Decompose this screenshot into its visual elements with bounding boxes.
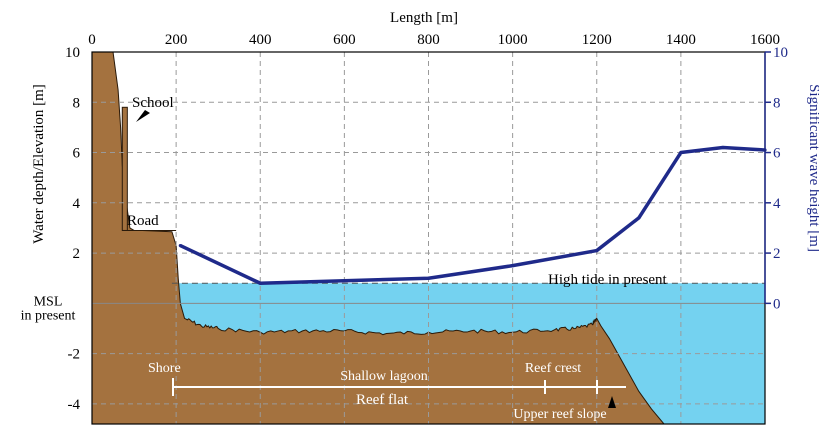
y-right-tick-label: 2 xyxy=(773,246,781,262)
y-left-tick-label: -4 xyxy=(68,397,81,413)
y-axis-left-title: Water depth/Elevation [m] xyxy=(31,84,47,244)
x-tick-label: 1600 xyxy=(750,32,780,48)
y-left-tick-label: 8 xyxy=(73,95,81,111)
msl-label-line1: MSL xyxy=(34,294,63,309)
y-axis-right-title: Significant wave height [m] xyxy=(806,84,819,252)
axis-layer: 0 200 400 600 800 1000 1200 1400 1600108642-2-4M… xyxy=(21,32,788,425)
y-right-tick-label: 8 xyxy=(773,95,781,111)
x-tick-label: 1400 xyxy=(666,32,696,48)
x-tick-label: 800 xyxy=(417,32,440,48)
school-building xyxy=(121,106,128,231)
y-right-tick-label: 0 xyxy=(773,296,781,312)
y-left-tick-label: 6 xyxy=(73,146,81,162)
msl-label-line2: in present xyxy=(21,308,76,323)
x-tick-label: 600 xyxy=(333,32,356,48)
y-right-tick-label: 6 xyxy=(773,146,781,162)
x-tick-label: 0 xyxy=(88,32,96,48)
wave-height-point xyxy=(679,150,683,155)
x-tick-label: 1200 xyxy=(582,32,612,48)
road-label: Road xyxy=(127,213,159,229)
y-right-tick-label: 10 xyxy=(773,45,788,61)
reef-crest-label: Reef crest xyxy=(525,361,581,376)
reef-flat-label: Reef flat xyxy=(356,392,409,408)
wave-height-point xyxy=(595,248,599,253)
wave-height-point xyxy=(721,145,725,150)
upper-reef-slope-label: Upper reef slope xyxy=(513,407,606,422)
wave-height-line xyxy=(179,145,766,285)
upper-reef-slope-marker xyxy=(608,396,616,408)
x-tick-label: 400 xyxy=(249,32,272,48)
y-left-tick-label: 4 xyxy=(73,196,81,212)
wave-height-point xyxy=(511,264,515,268)
series-layer xyxy=(178,145,767,285)
x-tick-label: 200 xyxy=(165,32,188,48)
x-tick-label: 1000 xyxy=(498,32,528,48)
x-axis-title: Length [m] xyxy=(390,10,458,26)
school-pointer xyxy=(136,110,150,122)
shallow-lagoon-label: Shallow lagoon xyxy=(340,369,428,384)
wave-height-point xyxy=(426,276,431,280)
wave-height-point xyxy=(178,243,182,248)
y-left-tick-label: 2 xyxy=(73,246,81,262)
y-right-tick-label: 4 xyxy=(773,196,781,212)
wave-height-point xyxy=(258,281,262,285)
y-left-tick-label: -2 xyxy=(68,347,81,363)
y-left-tick-label: 10 xyxy=(65,45,80,61)
high-tide-label: High tide in present xyxy=(548,272,668,288)
shore-label: Shore xyxy=(148,361,181,376)
school-label: School xyxy=(132,95,174,111)
annotation-layer xyxy=(136,110,626,408)
wave-height-point xyxy=(637,216,641,220)
